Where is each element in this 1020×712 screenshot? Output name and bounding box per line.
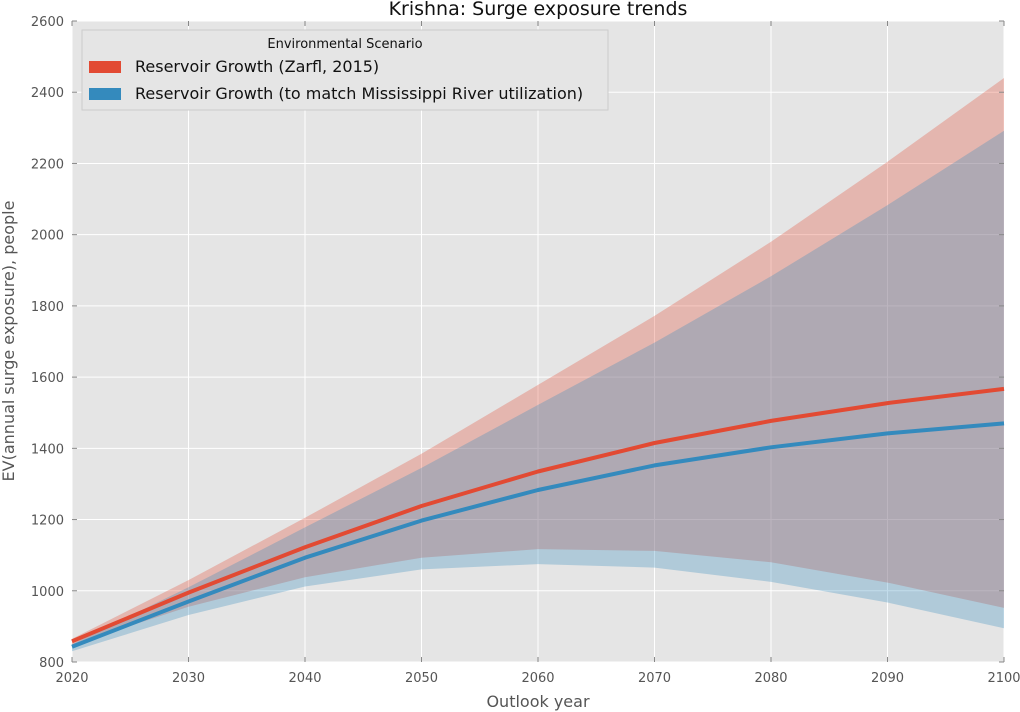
y-tick-label: 1600 (31, 371, 64, 386)
legend-label-mississippi: Reservoir Growth (to match Mississippi R… (135, 84, 583, 103)
confidence-bands (72, 78, 1004, 652)
y-tick-label: 2400 (31, 86, 64, 101)
x-tick-labels: 2020 2030 2040 2050 2060 2070 2080 2090 2100 (55, 671, 1020, 686)
line-series-0 (71, 386, 1005, 644)
y-tick-label: 1000 (31, 585, 64, 600)
series-lines (71, 386, 1005, 649)
y-tick-label: 2000 (31, 229, 64, 244)
legend-label-zarfl: Reservoir Growth (Zarfl, 2015) (135, 57, 379, 76)
x-tick-label: 2040 (288, 671, 321, 686)
x-tick-label: 2020 (55, 671, 88, 686)
legend-box (81, 29, 609, 111)
x-axis-title: Outlook year (486, 692, 590, 711)
axes (71, 20, 1005, 663)
band-series-0 (72, 78, 1004, 645)
x-tick-label: 2060 (521, 671, 554, 686)
line-series-1 (71, 421, 1005, 649)
chart-title: Krishna: Surge exposure trends (389, 0, 688, 20)
y-tick-label: 800 (39, 656, 64, 671)
y-axis-title: EV(annual surge exposure), people (0, 201, 18, 482)
y-tick-labels: 800 1000 1200 1400 1600 1800 2000 2200 2400 2600 (31, 15, 64, 671)
y-tick-label: 1800 (31, 300, 64, 315)
x-tick-label: 2090 (871, 671, 904, 686)
x-tick-label: 2050 (405, 671, 438, 686)
x-tick-label: 2070 (638, 671, 671, 686)
x-tick-label: 2100 (987, 671, 1020, 686)
y-tick-label: 2600 (31, 15, 64, 30)
legend: Environmental Scenario Reservoir Growth … (81, 29, 609, 111)
legend-swatch-mississippi (89, 88, 121, 100)
x-tick-label: 2030 (172, 671, 205, 686)
y-tick-label: 2200 (31, 157, 64, 172)
band-series-1 (72, 130, 1004, 652)
x-tick-label: 2080 (754, 671, 787, 686)
y-tick-label: 1200 (31, 514, 64, 529)
y-tick-label: 1400 (31, 442, 64, 457)
legend-swatch-zarfl (89, 61, 121, 73)
legend-title: Environmental Scenario (267, 37, 422, 52)
